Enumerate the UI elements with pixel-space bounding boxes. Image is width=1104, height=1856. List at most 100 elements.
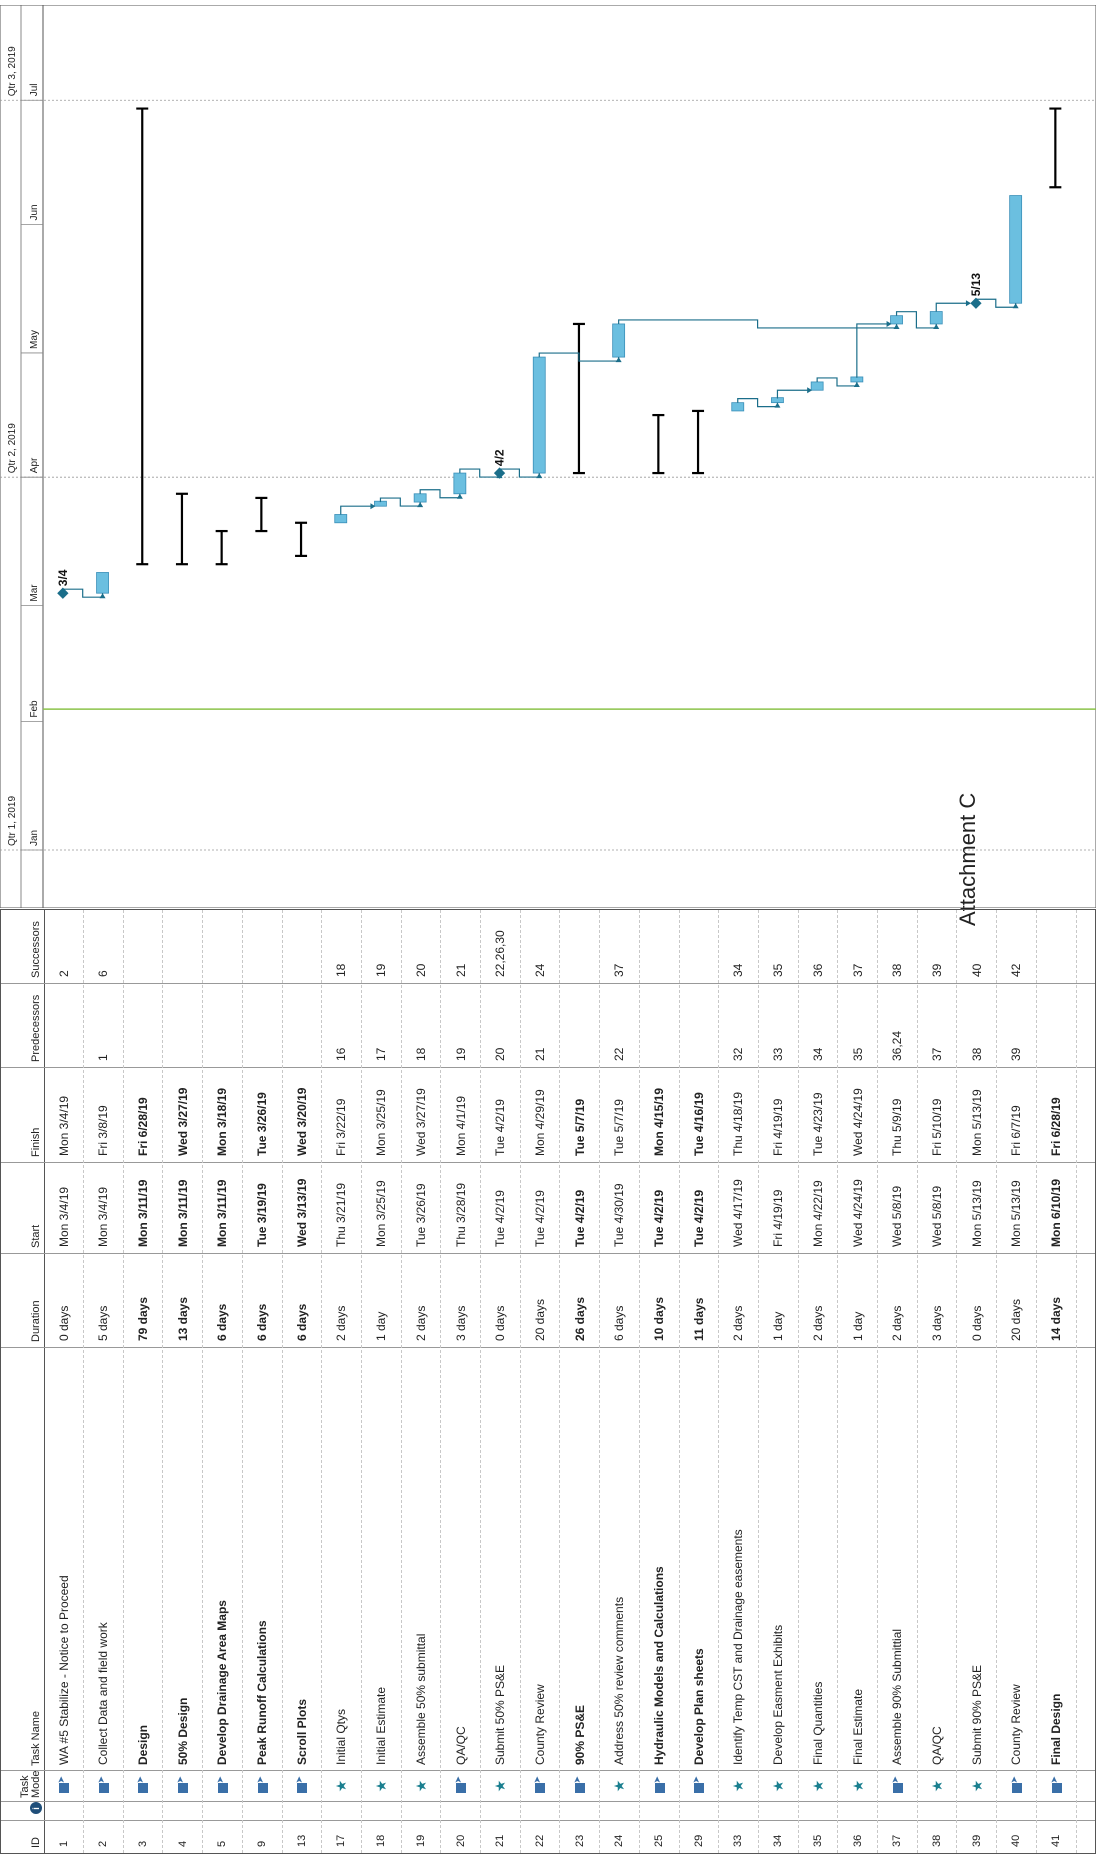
col-header-id[interactable]: ID bbox=[30, 1837, 42, 1848]
task-start[interactable]: Thu 3/28/19 bbox=[453, 1182, 468, 1247]
task-predecessors[interactable]: 22 bbox=[612, 1047, 627, 1061]
task-duration[interactable]: 2 days bbox=[731, 1305, 746, 1341]
task-id[interactable]: 17 bbox=[335, 1834, 348, 1847]
table-row[interactable]: 35 Final Quantities 2 days Mon 4/22/19 Tue 4… bbox=[798, 910, 839, 1853]
task-id[interactable]: 38 bbox=[930, 1834, 943, 1847]
task-name[interactable]: County Review bbox=[1009, 1684, 1024, 1765]
task-predecessors[interactable]: 36,24 bbox=[890, 1030, 905, 1061]
task-finish[interactable]: Fri 6/28/19 bbox=[135, 1097, 150, 1156]
task-duration[interactable]: 14 days bbox=[1049, 1296, 1063, 1341]
task-successors[interactable] bbox=[243, 905, 282, 981]
task-start[interactable]: Wed 4/24/19 bbox=[850, 1179, 865, 1247]
task-start[interactable]: Tue 4/2/19 bbox=[493, 1190, 508, 1247]
task-name[interactable]: WA #5 Stabilize - Notice to Proceed bbox=[56, 1575, 71, 1765]
task-id[interactable]: 25 bbox=[653, 1834, 665, 1847]
task-successors[interactable]: 20 bbox=[413, 963, 428, 977]
task-start[interactable]: Mon 6/10/19 bbox=[1049, 1178, 1063, 1247]
task-name[interactable]: Initial Qtys bbox=[334, 1708, 349, 1765]
task-successors[interactable] bbox=[640, 905, 679, 981]
task-start[interactable]: Mon 3/11/19 bbox=[215, 1179, 230, 1247]
task-name[interactable]: QA/QC bbox=[453, 1726, 468, 1765]
task-id[interactable]: 35 bbox=[811, 1834, 824, 1847]
task-start[interactable]: Mon 3/25/19 bbox=[374, 1180, 389, 1247]
col-header-name[interactable]: Task Name bbox=[30, 1710, 42, 1766]
task-successors[interactable]: 6 bbox=[96, 970, 111, 977]
task-duration[interactable]: 2 days bbox=[334, 1305, 349, 1341]
task-finish[interactable]: Mon 4/1/19 bbox=[453, 1095, 468, 1156]
table-row[interactable]: 25 Hydraulic Models and Calculations 10 da… bbox=[639, 910, 680, 1853]
task-successors[interactable]: 24 bbox=[532, 963, 547, 977]
task-name[interactable]: Submit 90% PS&E bbox=[969, 1664, 984, 1765]
table-row[interactable]: 1 WA #5 Stabilize - Notice to Proceed 0 da… bbox=[44, 910, 84, 1853]
task-predecessors[interactable]: 17 bbox=[374, 1047, 389, 1061]
task-successors[interactable] bbox=[282, 905, 321, 981]
task-finish[interactable]: Fri 3/8/19 bbox=[96, 1105, 111, 1156]
task-successors[interactable] bbox=[163, 905, 202, 981]
task-successors[interactable]: 34 bbox=[731, 963, 746, 977]
task-predecessors[interactable]: 35 bbox=[850, 1047, 865, 1061]
table-row[interactable]: 17 Initial Qtys 2 days Thu 3/21/19 Fri 3/22/… bbox=[321, 910, 362, 1853]
task-name[interactable]: Hydraulic Models and Calculations bbox=[652, 1566, 666, 1765]
task-successors[interactable]: 36 bbox=[810, 963, 825, 977]
table-row[interactable]: 18 Initial Estimate 1 day Mon 3/25/19 Mon 3/… bbox=[361, 910, 402, 1853]
task-successors[interactable]: 40 bbox=[969, 963, 984, 977]
table-row[interactable]: 38 QA/QC 3 days Wed 5/8/19 Fri 5/10/19 37 39 ★ bbox=[917, 910, 958, 1853]
table-row[interactable]: 3 Design 79 days Mon 3/11/19 Fri 6/28/19 ➤ bbox=[123, 910, 164, 1853]
task-successors[interactable] bbox=[123, 905, 162, 981]
task-id[interactable]: 33 bbox=[732, 1834, 745, 1847]
task-successors[interactable] bbox=[560, 905, 599, 981]
task-successors[interactable]: 21 bbox=[453, 963, 468, 977]
task-name[interactable]: Identify Temp CST and Drainage easements bbox=[731, 1529, 746, 1765]
col-header-predecessors[interactable]: Predecessors bbox=[30, 994, 42, 1062]
table-row[interactable]: 40 County Review 20 days Mon 5/13/19 Fri 6/7… bbox=[996, 910, 1037, 1853]
task-duration[interactable]: 10 days bbox=[652, 1296, 666, 1341]
task-duration[interactable]: 13 days bbox=[175, 1296, 190, 1341]
task-start[interactable]: Tue 4/2/19 bbox=[572, 1189, 587, 1247]
table-row[interactable]: 41 Final Design 14 days Mon 6/10/19 Fri 6/28… bbox=[1036, 910, 1077, 1853]
task-name[interactable]: Submit 50% PS&E bbox=[493, 1664, 508, 1765]
task-name[interactable]: 50% Design bbox=[175, 1697, 190, 1765]
table-row[interactable]: 22 County Review 20 days Tue 4/2/19 Mon 4/29… bbox=[520, 910, 561, 1853]
task-finish[interactable]: Mon 4/29/19 bbox=[532, 1089, 547, 1156]
col-header-duration[interactable]: Duration bbox=[30, 1300, 42, 1342]
task-duration[interactable]: 6 days bbox=[294, 1303, 309, 1341]
task-finish[interactable]: Tue 4/16/19 bbox=[691, 1092, 706, 1156]
task-id[interactable]: 40 bbox=[1010, 1834, 1023, 1847]
task-start[interactable]: Mon 3/11/19 bbox=[135, 1179, 150, 1247]
task-name[interactable]: County Review bbox=[532, 1684, 547, 1765]
table-row[interactable]: 4 50% Design 13 days Mon 3/11/19 Wed 3/27/19… bbox=[163, 910, 204, 1853]
task-name[interactable]: 90% PS&E bbox=[572, 1704, 587, 1765]
col-header-mode[interactable]: Task Mode bbox=[19, 1770, 42, 1798]
task-finish[interactable]: Tue 5/7/19 bbox=[612, 1099, 627, 1156]
task-start[interactable]: Mon 3/4/19 bbox=[96, 1186, 111, 1247]
col-header-finish[interactable]: Finish bbox=[30, 1127, 42, 1157]
task-duration[interactable]: 2 days bbox=[413, 1305, 428, 1341]
task-id[interactable]: 5 bbox=[216, 1840, 229, 1847]
task-name[interactable]: Peak Runoff Calculations bbox=[255, 1620, 269, 1765]
task-start[interactable]: Tue 4/2/19 bbox=[652, 1189, 666, 1247]
task-finish[interactable]: Tue 4/2/19 bbox=[493, 1099, 508, 1156]
task-finish[interactable]: Fri 5/10/19 bbox=[929, 1098, 944, 1156]
task-name[interactable]: Collect Data and field work bbox=[96, 1622, 111, 1765]
task-duration[interactable]: 3 days bbox=[453, 1305, 468, 1341]
task-name[interactable]: Final Estimate bbox=[850, 1688, 865, 1765]
task-start[interactable]: Mon 4/22/19 bbox=[810, 1180, 825, 1247]
task-finish[interactable]: Tue 3/26/19 bbox=[255, 1092, 269, 1156]
task-id[interactable]: 22 bbox=[533, 1834, 546, 1847]
task-name[interactable]: Address 50% review comments bbox=[612, 1596, 627, 1765]
task-id[interactable]: 20 bbox=[454, 1834, 467, 1847]
task-finish[interactable]: Fri 3/22/19 bbox=[334, 1098, 349, 1156]
task-finish[interactable]: Wed 3/27/19 bbox=[175, 1087, 190, 1156]
task-start[interactable]: Wed 5/8/19 bbox=[890, 1185, 905, 1247]
task-start[interactable]: Wed 3/13/19 bbox=[294, 1178, 309, 1247]
task-id[interactable]: 19 bbox=[414, 1834, 427, 1847]
task-duration[interactable]: 20 days bbox=[532, 1298, 547, 1341]
task-start[interactable]: Tue 4/2/19 bbox=[532, 1190, 547, 1247]
task-id[interactable]: 2 bbox=[97, 1840, 110, 1847]
task-id[interactable]: 3 bbox=[136, 1840, 149, 1847]
task-start[interactable]: Fri 4/19/19 bbox=[771, 1189, 786, 1247]
task-id[interactable]: 18 bbox=[375, 1834, 388, 1847]
task-predecessors[interactable] bbox=[640, 981, 679, 1065]
task-duration[interactable]: 1 day bbox=[771, 1311, 786, 1341]
task-duration[interactable]: 0 days bbox=[969, 1305, 984, 1341]
